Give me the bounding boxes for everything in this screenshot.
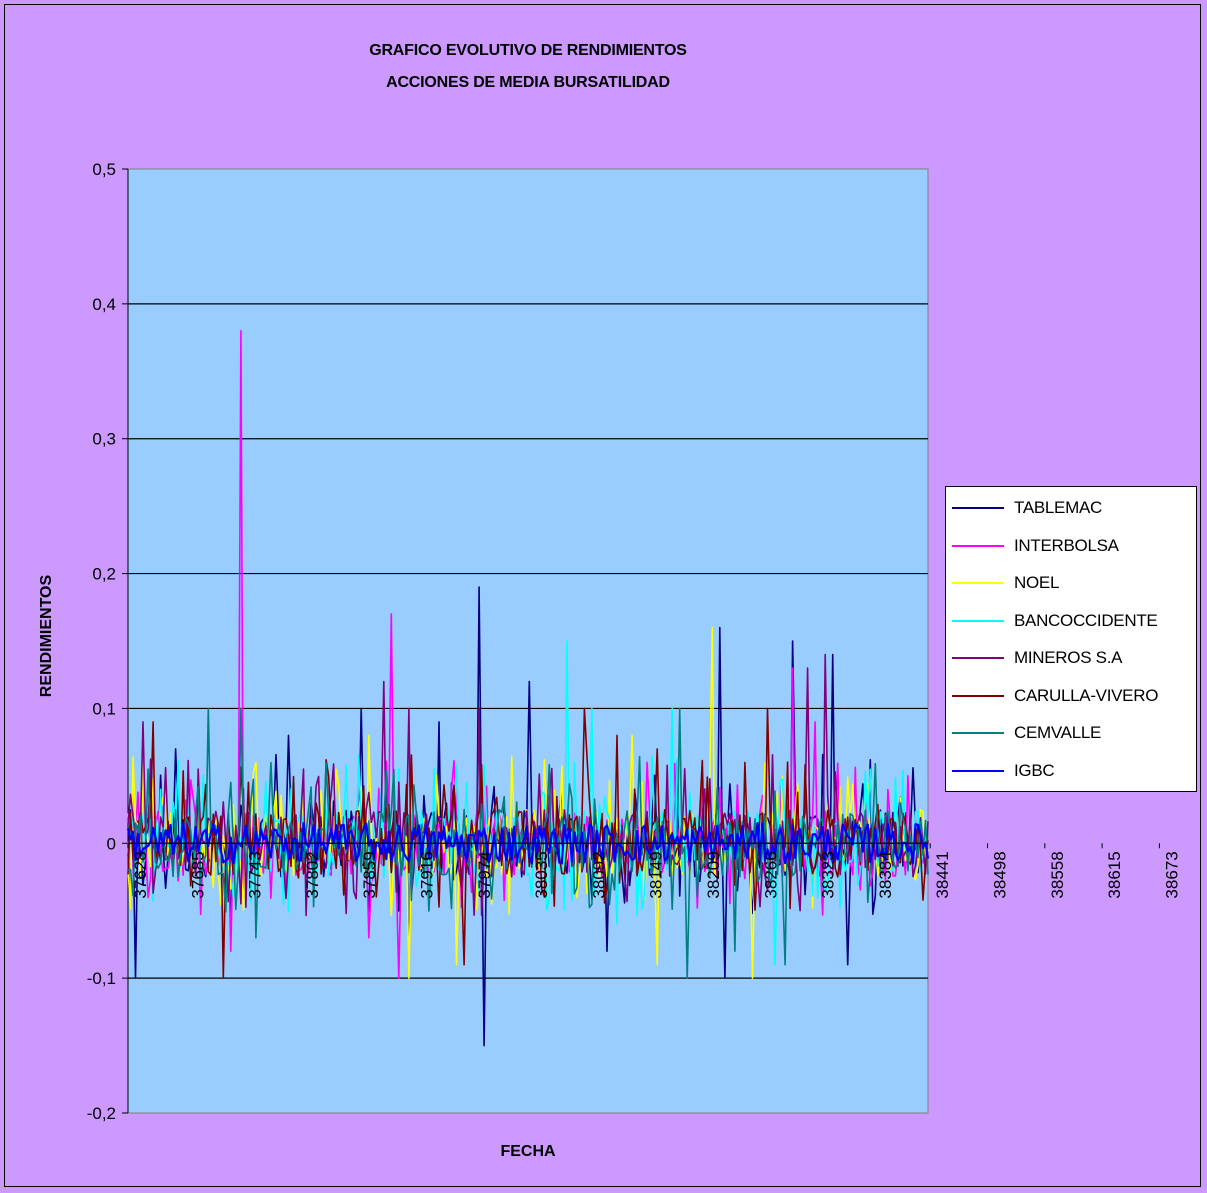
y-tick-label: -0,2: [87, 1104, 116, 1123]
x-tick-label: 38441: [933, 851, 952, 898]
legend-item: CARULLA-VIVERO: [946, 685, 1196, 707]
x-tick-label: 38384: [876, 851, 895, 898]
x-tick-label: 38035: [532, 851, 551, 898]
y-tick-label: -0,1: [87, 969, 116, 988]
y-tick-label: 0,4: [92, 295, 116, 314]
legend-swatch: [952, 582, 1004, 584]
legend-swatch: [952, 769, 1004, 772]
legend-label: BANCOCCIDENTE: [1014, 610, 1158, 630]
legend-item: NOEL: [946, 572, 1196, 594]
x-tick-label: 37974: [475, 851, 494, 898]
x-tick-label: 38498: [991, 851, 1010, 898]
x-axis-label: FECHA: [500, 1143, 556, 1160]
y-tick-label: 0,1: [92, 699, 116, 718]
series-line-igbc: [126, 821, 930, 865]
x-tick-label: 38323: [819, 851, 838, 898]
chart-frame: [4, 4, 1201, 1187]
legend-item: MINEROS S.A: [946, 647, 1196, 669]
legend-item: BANCOCCIDENTE: [946, 610, 1196, 632]
x-tick-label: 38558: [1048, 851, 1067, 898]
legend-label: NOEL: [1014, 573, 1060, 592]
y-axis-label: RENDIMIENTOS: [38, 574, 55, 698]
legend-label: INTERBOLSA: [1014, 535, 1119, 555]
chart-title: GRAFICO EVOLUTIVO DE RENDIMIENTOS: [369, 42, 687, 59]
x-tick-label: 38209: [704, 851, 723, 898]
legend-label: CEMVALLE: [1014, 723, 1102, 742]
x-tick-label: 37628: [131, 851, 150, 898]
x-tick-label: 37916: [418, 851, 437, 898]
x-tick-label: 37743: [246, 851, 265, 898]
legend-swatch: [952, 544, 1004, 547]
x-tick-label: 37802: [303, 851, 322, 898]
legend-swatch: [952, 507, 1004, 509]
legend-item: IGBC: [946, 760, 1196, 782]
legend-swatch: [952, 619, 1004, 622]
x-tick-label: 38149: [647, 851, 666, 898]
y-tick-label: 0,3: [92, 430, 116, 449]
legend-item: CEMVALLE: [946, 722, 1196, 744]
x-tick-label: 38673: [1162, 851, 1181, 898]
legend-swatch: [952, 694, 1004, 697]
y-tick-label: 0,2: [92, 565, 116, 584]
legend-swatch: [952, 657, 1004, 659]
plot-area: [127, 168, 929, 1114]
chart-subtitle: ACCIONES DE MEDIA BURSATILIDAD: [386, 74, 670, 91]
y-tick-label: 0: [107, 834, 116, 853]
legend-label: CARULLA-VIVERO: [1014, 685, 1159, 705]
x-tick-label: 38615: [1105, 851, 1124, 898]
x-tick-label: 37859: [360, 851, 379, 898]
x-tick-label: 38092: [589, 851, 608, 898]
x-tick-label: 38266: [761, 851, 780, 898]
y-tick-label: 0,5: [92, 160, 116, 179]
legend-label: TABLEMAC: [1014, 498, 1102, 517]
legend-item: TABLEMAC: [946, 497, 1196, 519]
legend-label: MINEROS S.A: [1014, 648, 1123, 667]
chart-legend: TABLEMAC INTERBOLSA NOEL BANCOCCIDENTE MINER…: [945, 486, 1197, 792]
legend-item: INTERBOLSA: [946, 535, 1196, 557]
legend-label: IGBC: [1014, 760, 1055, 780]
legend-swatch: [952, 732, 1004, 734]
x-tick-label: 37685: [188, 851, 207, 898]
